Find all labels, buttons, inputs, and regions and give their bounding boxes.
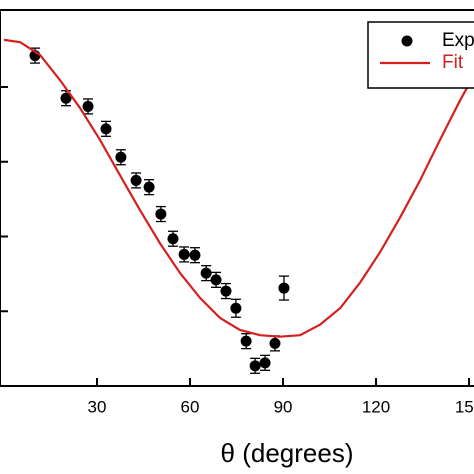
data-point (269, 337, 281, 349)
data-point (249, 360, 261, 372)
x-tick-label: 90 (274, 397, 293, 416)
x-tick-label: 60 (181, 397, 200, 416)
data-point (130, 174, 142, 186)
x-axis-label: θ (degrees) (221, 438, 354, 468)
data-point (210, 274, 222, 286)
fit-line (3, 38, 474, 338)
data-point (200, 267, 212, 279)
legend-marker (401, 35, 413, 47)
data-point (230, 302, 242, 314)
legend-label: Exp (442, 30, 474, 51)
x-tick-label: 150 (455, 397, 474, 416)
data-point (189, 249, 201, 261)
plot-frame (0, 9, 474, 387)
legend-label: Fit (442, 52, 464, 73)
data-point (167, 233, 179, 245)
data-point (178, 248, 190, 260)
data-point (278, 282, 290, 294)
data-point (60, 92, 72, 104)
legend-box (367, 21, 474, 89)
data-point (82, 100, 94, 112)
data-point (143, 181, 155, 193)
x-tick-label: 30 (88, 397, 107, 416)
data-point (259, 357, 271, 369)
data-point (100, 123, 112, 135)
data-point (220, 285, 232, 297)
x-tick-label: 120 (362, 397, 390, 416)
data-point (240, 335, 252, 347)
data-point (155, 208, 167, 220)
data-point (115, 151, 127, 163)
